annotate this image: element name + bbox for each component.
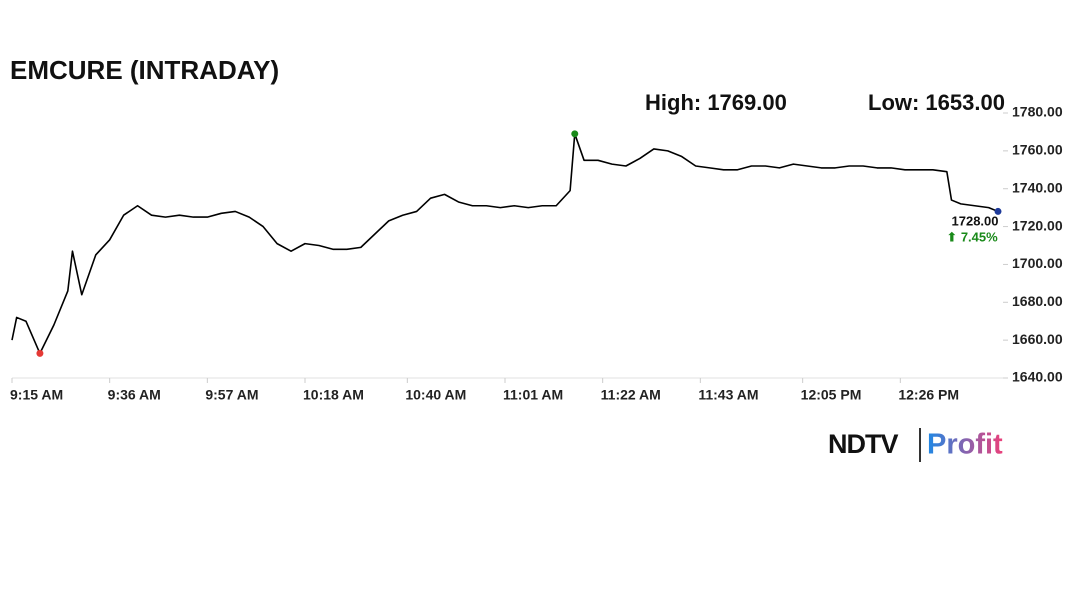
y-tick-label: 1680.00: [1012, 293, 1063, 309]
low-label: Low: 1653.00: [868, 90, 1005, 115]
low-marker: [36, 349, 44, 357]
y-tick-label: 1660.00: [1012, 331, 1063, 347]
x-tick-label: 9:57 AM: [205, 387, 258, 403]
x-tick-label: 10:18 AM: [303, 387, 364, 403]
high-label: High: 1769.00: [645, 90, 787, 115]
y-tick-label: 1760.00: [1012, 142, 1063, 158]
x-tick-label: 11:01 AM: [503, 387, 563, 403]
price-line: [11, 133, 999, 355]
x-tick-label: 11:22 AM: [601, 387, 661, 403]
brand-profit: Profit: [927, 429, 1003, 461]
brand-ndtv: NDTV: [828, 429, 898, 459]
x-tick-label: 12:26 PM: [898, 387, 959, 403]
chart-title: EMCURE (INTRADAY): [10, 55, 279, 85]
y-tick-label: 1720.00: [1012, 217, 1063, 233]
y-tick-label: 1640.00: [1012, 369, 1063, 385]
change-label: ⬆ 7.45%: [946, 229, 998, 244]
x-tick-label: 11:43 AM: [698, 387, 758, 403]
y-tick-label: 1780.00: [1012, 104, 1063, 120]
y-tick-label: 1740.00: [1012, 179, 1063, 195]
x-tick-label: 9:36 AM: [108, 387, 161, 403]
last-price-label: 1728.00: [952, 213, 999, 228]
last-marker: [994, 207, 1002, 215]
high-marker: [571, 130, 579, 138]
x-tick-label: 9:15 AM: [10, 387, 63, 403]
x-tick-label: 10:40 AM: [405, 387, 466, 403]
y-tick-label: 1700.00: [1012, 255, 1063, 271]
x-tick-label: 12:05 PM: [801, 387, 862, 403]
